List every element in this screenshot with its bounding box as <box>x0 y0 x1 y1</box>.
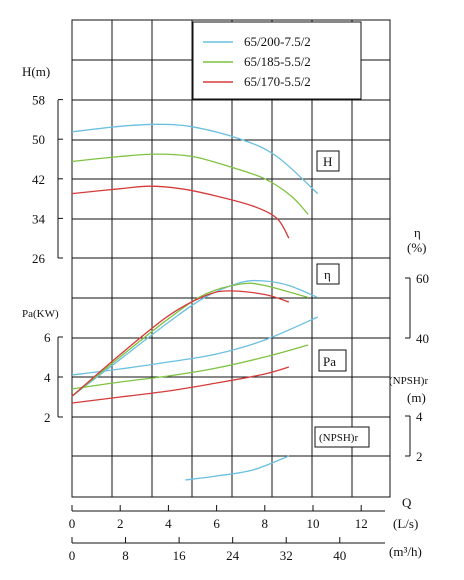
curve-s170-Pa <box>71 366 290 404</box>
x-axis-ls: Q 0 2 4 6 8 10 12 (L/s) <box>69 495 419 531</box>
curve-label-eta: η <box>316 263 340 285</box>
curve-s170-H <box>71 185 290 239</box>
efficiency-axis-label: η <box>414 225 421 240</box>
head-axis: H(m) 58 50 42 34 26 <box>22 64 63 266</box>
curve-s200-eta <box>71 279 319 397</box>
svg-text:Pa: Pa <box>323 354 336 369</box>
m3h-tick-4: 32 <box>280 548 293 563</box>
legend: 65/200-7.5/2 65/185-5.5/2 65/170-5.5/2 <box>192 21 362 100</box>
power-axis: Pa(KW) 6 4 2 <box>22 308 63 425</box>
ls-tick-3: 6 <box>213 516 220 531</box>
x-axis-q-label: Q <box>402 495 412 510</box>
npsh-tick-0: 4 <box>416 409 423 424</box>
svg-text:H: H <box>323 154 332 169</box>
curve-s200-H <box>71 123 319 195</box>
legend-label-s200: 65/200-7.5/2 <box>244 34 311 49</box>
m3h-tick-5: 40 <box>333 548 346 563</box>
x-axis-m3h: 0 8 16 24 32 40 (m³/h) <box>69 537 422 563</box>
curve-label-pa: Pa <box>318 349 347 372</box>
npsh-axis-unit: (m) <box>407 390 426 405</box>
ls-tick-4: 8 <box>262 516 269 531</box>
head-tick-0: 58 <box>32 93 45 108</box>
power-tick-0: 6 <box>44 330 51 345</box>
curve-label-h: H <box>316 150 340 172</box>
eta-tick-0: 60 <box>416 271 429 286</box>
m3h-tick-1: 8 <box>122 548 129 563</box>
npsh-axis-label: (NPSH)r <box>389 375 428 387</box>
svg-text:(NPSH)r: (NPSH)r <box>319 432 358 444</box>
head-tick-2: 42 <box>32 172 45 187</box>
power-axis-label: Pa(KW) <box>22 308 59 320</box>
ls-tick-5: 10 <box>307 516 320 531</box>
npsh-axis: (NPSH)r (m) 4 2 <box>389 375 428 464</box>
curve-s185-Pa <box>71 344 309 390</box>
head-tick-3: 34 <box>32 211 46 226</box>
curve-s200-Pa <box>71 316 319 376</box>
efficiency-axis-unit: (%) <box>407 240 427 255</box>
curve-label-npsh: (NPSH)r <box>314 426 370 448</box>
efficiency-axis: η (%) 60 40 <box>405 225 429 346</box>
power-tick-2: 2 <box>44 410 51 425</box>
svg-text:η: η <box>324 267 331 282</box>
power-tick-1: 4 <box>44 370 51 385</box>
legend-box <box>192 21 362 100</box>
series-curves <box>71 123 319 481</box>
head-tick-4: 26 <box>32 251 46 266</box>
legend-label-s185: 65/185-5.5/2 <box>244 54 311 69</box>
ls-tick-1: 2 <box>117 516 124 531</box>
ls-tick-0: 0 <box>69 516 76 531</box>
ls-tick-6: 12 <box>355 516 368 531</box>
x-axis-ls-unit: (L/s) <box>393 516 418 531</box>
head-tick-1: 50 <box>32 132 45 147</box>
curve-s185-eta <box>71 282 309 397</box>
curve-s200-npsh <box>185 455 290 481</box>
m3h-tick-2: 16 <box>173 548 187 563</box>
x-axis-m3h-unit: (m³/h) <box>389 544 422 559</box>
curve-s170-eta <box>71 290 290 397</box>
m3h-tick-0: 0 <box>69 548 76 563</box>
curve-s185-H <box>71 153 309 215</box>
eta-tick-1: 40 <box>416 331 429 346</box>
ls-tick-2: 4 <box>165 516 172 531</box>
head-axis-label: H(m) <box>22 64 50 79</box>
legend-label-s170: 65/170-5.5/2 <box>244 74 311 89</box>
npsh-tick-1: 2 <box>416 449 423 464</box>
m3h-tick-3: 24 <box>226 548 240 563</box>
